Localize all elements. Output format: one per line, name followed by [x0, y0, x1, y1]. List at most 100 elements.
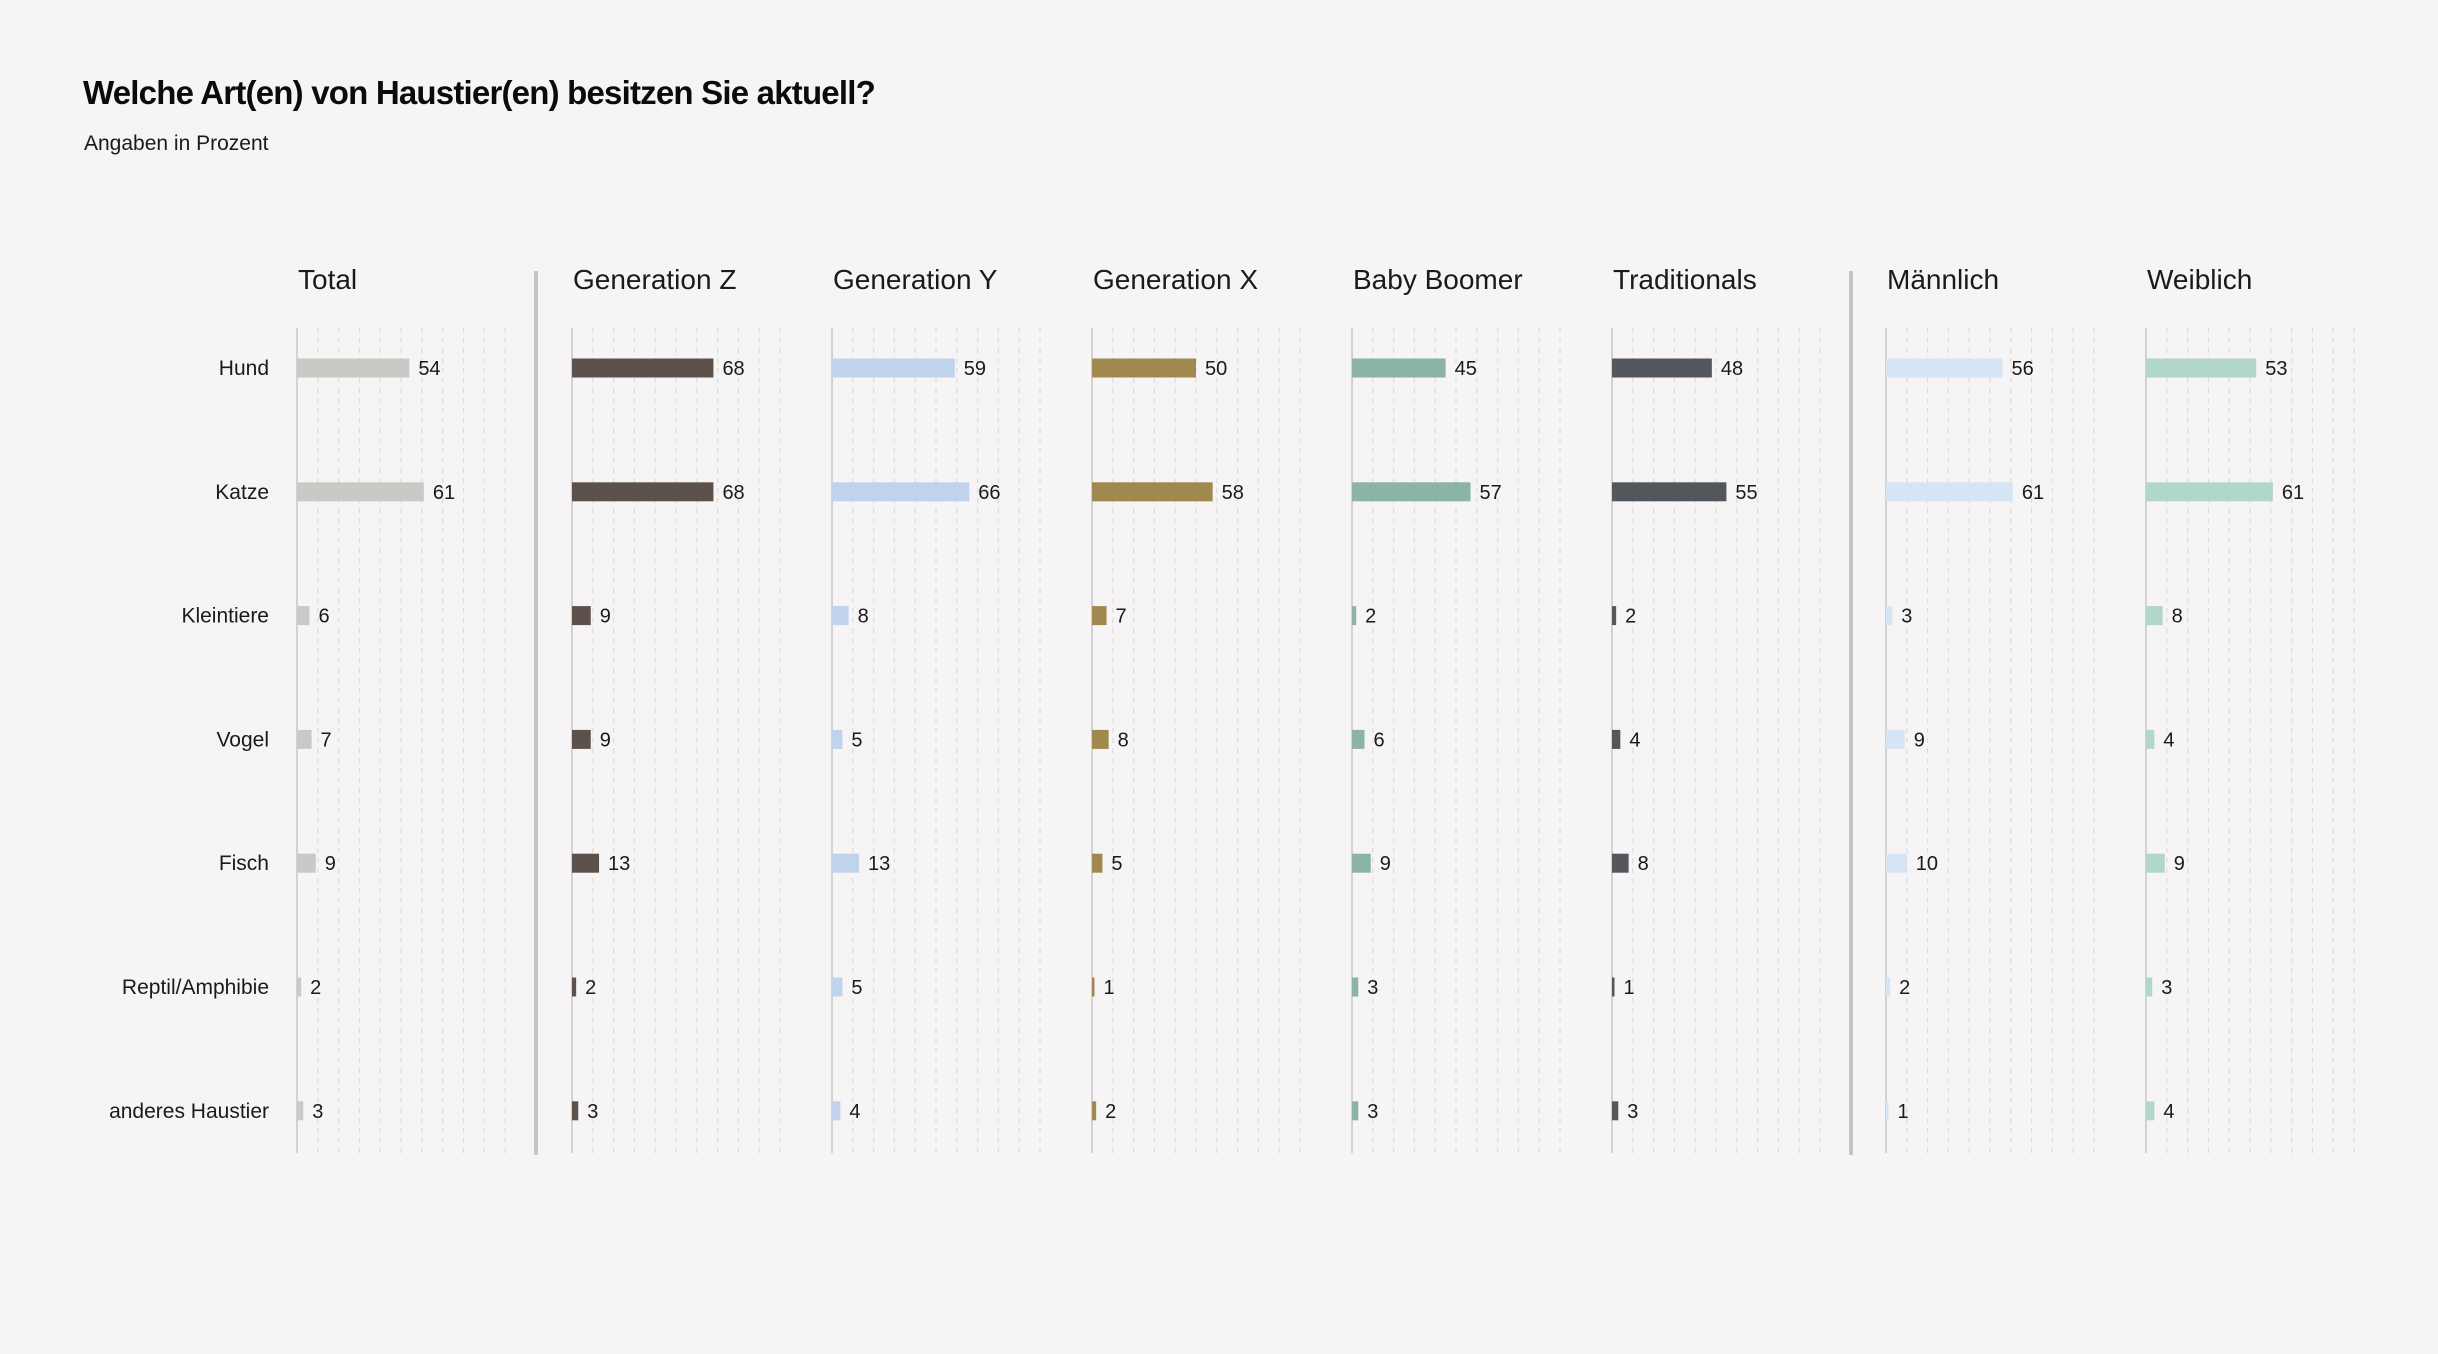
data-label: 4	[2163, 1101, 2174, 1123]
bar	[1886, 853, 1907, 873]
bar	[1612, 358, 1712, 378]
bar	[1612, 1101, 1619, 1121]
category-label: Hund	[219, 357, 269, 380]
data-label: 3	[2161, 977, 2172, 999]
data-label: 53	[2265, 358, 2287, 380]
data-label: 2	[310, 977, 321, 999]
data-label: 2	[1899, 977, 1910, 999]
bar	[1886, 482, 2013, 502]
data-label: 8	[1638, 853, 1649, 875]
data-label: 61	[2022, 482, 2044, 504]
panel-header: Total	[298, 264, 357, 295]
bar	[1886, 729, 1905, 749]
bar	[1352, 977, 1359, 997]
data-label: 3	[587, 1101, 598, 1123]
data-label: 68	[722, 358, 744, 380]
bar	[832, 1101, 841, 1121]
data-label: 59	[964, 358, 986, 380]
data-label: 9	[600, 606, 611, 628]
bar	[297, 358, 410, 378]
category-label: Reptil/Amphibie	[122, 976, 269, 999]
chart-title: Welche Art(en) von Haustier(en) besitzen…	[83, 74, 876, 111]
data-label: 6	[1373, 729, 1384, 751]
data-label: 1	[1104, 977, 1115, 999]
bar	[1092, 853, 1103, 873]
data-label: 48	[1721, 358, 1743, 380]
bar	[1886, 977, 1891, 997]
bar	[2146, 977, 2153, 997]
data-label: 3	[1367, 977, 1378, 999]
data-label: 2	[1625, 606, 1636, 628]
bar	[1352, 358, 1446, 378]
bar	[1612, 606, 1617, 626]
bar	[832, 358, 955, 378]
bar	[297, 606, 310, 626]
data-label: 3	[1901, 606, 1912, 628]
data-label: 5	[851, 977, 862, 999]
bar	[1092, 606, 1107, 626]
bar	[1612, 853, 1629, 873]
panel-header: Traditionals	[1613, 264, 1757, 295]
data-label: 2	[1105, 1101, 1116, 1123]
bar	[297, 729, 312, 749]
data-label: 4	[2163, 729, 2174, 751]
panel-header: Generation X	[1093, 264, 1258, 295]
bar	[2146, 853, 2165, 873]
bar	[1612, 482, 1727, 502]
bar	[1352, 729, 1365, 749]
bar	[1092, 358, 1196, 378]
data-label: 7	[1116, 606, 1127, 628]
bar	[297, 853, 316, 873]
bar	[2146, 482, 2273, 502]
data-label: 3	[1367, 1101, 1378, 1123]
bar	[2146, 358, 2257, 378]
data-label: 1	[1898, 1101, 1909, 1123]
data-label: 61	[433, 482, 455, 504]
data-label: 9	[325, 853, 336, 875]
bar	[2146, 729, 2155, 749]
bar	[1352, 853, 1371, 873]
data-label: 54	[418, 358, 440, 380]
data-label: 56	[2011, 358, 2033, 380]
data-label: 13	[608, 853, 630, 875]
bar	[832, 977, 843, 997]
data-label: 10	[1916, 853, 1938, 875]
data-label: 9	[600, 729, 611, 751]
bar	[572, 606, 591, 626]
category-label: Fisch	[219, 852, 269, 875]
data-label: 61	[2282, 482, 2304, 504]
category-label: Vogel	[216, 728, 269, 751]
bar	[1092, 1101, 1097, 1121]
bar	[297, 1101, 304, 1121]
data-label: 7	[321, 729, 332, 751]
bar	[1886, 1101, 1889, 1121]
chart-subtitle: Angaben in Prozent	[84, 132, 269, 155]
bar	[1092, 729, 1109, 749]
data-label: 68	[722, 482, 744, 504]
category-label: anderes Haustier	[109, 1100, 269, 1123]
data-label: 66	[978, 482, 1000, 504]
data-label: 13	[868, 853, 890, 875]
bar	[572, 482, 714, 502]
data-label: 50	[1205, 358, 1227, 380]
bar	[1352, 606, 1357, 626]
data-label: 5	[1111, 853, 1122, 875]
data-label: 9	[1914, 729, 1925, 751]
bar	[572, 853, 600, 873]
bar	[572, 1101, 579, 1121]
data-label: 58	[1222, 482, 1244, 504]
data-label: 8	[858, 606, 869, 628]
panel-header: Weiblich	[2147, 264, 2252, 295]
data-label: 9	[1380, 853, 1391, 875]
data-label: 4	[1629, 729, 1640, 751]
data-label: 2	[585, 977, 596, 999]
bar	[832, 482, 970, 502]
data-label: 3	[312, 1101, 323, 1123]
category-label: Katze	[215, 481, 269, 504]
bar	[1886, 358, 2003, 378]
bar	[297, 977, 302, 997]
bar	[1352, 1101, 1359, 1121]
data-label: 4	[849, 1101, 860, 1123]
data-label: 6	[318, 606, 329, 628]
